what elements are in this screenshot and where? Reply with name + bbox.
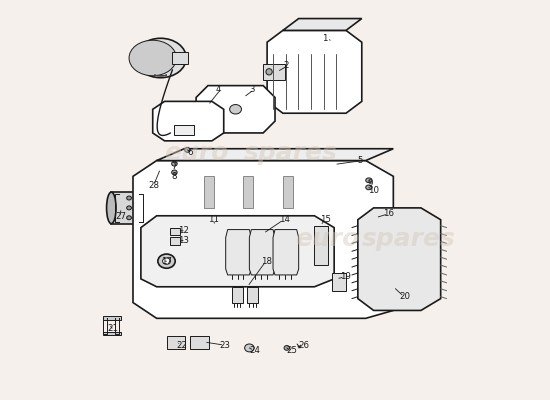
- Ellipse shape: [142, 192, 152, 224]
- Text: 23: 23: [220, 341, 231, 350]
- Text: 17: 17: [161, 257, 172, 266]
- Text: 28: 28: [149, 181, 160, 190]
- Polygon shape: [153, 101, 224, 141]
- Bar: [167, 336, 185, 349]
- Text: 11: 11: [208, 215, 219, 224]
- Ellipse shape: [366, 185, 372, 190]
- Bar: [315, 226, 328, 265]
- Polygon shape: [157, 149, 393, 160]
- Text: 18: 18: [261, 257, 272, 266]
- Text: 16: 16: [383, 209, 394, 218]
- Polygon shape: [226, 230, 251, 275]
- Bar: [174, 125, 194, 135]
- Bar: [147, 202, 154, 214]
- Text: 6: 6: [188, 148, 193, 157]
- Text: spares: spares: [244, 141, 337, 165]
- Polygon shape: [133, 160, 393, 318]
- Bar: [204, 176, 214, 208]
- Text: 8: 8: [172, 172, 177, 181]
- Bar: [248, 287, 258, 302]
- Polygon shape: [273, 230, 299, 275]
- Text: spares: spares: [362, 228, 455, 252]
- Text: 22: 22: [177, 341, 188, 350]
- Text: 9: 9: [368, 179, 373, 188]
- Text: 15: 15: [320, 215, 331, 224]
- Ellipse shape: [126, 206, 131, 210]
- Text: 5: 5: [358, 156, 364, 165]
- Text: 7: 7: [172, 162, 177, 171]
- Text: 27: 27: [116, 212, 127, 222]
- Bar: [170, 228, 180, 235]
- Bar: [283, 176, 293, 208]
- Text: 12: 12: [178, 226, 189, 235]
- Text: 20: 20: [399, 292, 410, 301]
- Ellipse shape: [245, 344, 254, 352]
- Text: 25: 25: [286, 346, 297, 355]
- Polygon shape: [141, 216, 334, 287]
- Text: 26: 26: [298, 341, 309, 350]
- Text: 1: 1: [322, 34, 328, 43]
- Polygon shape: [267, 30, 362, 113]
- Text: 4: 4: [216, 85, 221, 94]
- Ellipse shape: [366, 178, 372, 183]
- Text: 24: 24: [249, 346, 260, 355]
- Ellipse shape: [126, 216, 131, 220]
- Ellipse shape: [230, 104, 241, 114]
- Text: 2: 2: [283, 61, 288, 70]
- Text: 10: 10: [368, 186, 379, 195]
- Bar: [232, 287, 243, 302]
- Text: 19: 19: [340, 272, 351, 282]
- Text: 13: 13: [178, 236, 189, 245]
- Text: 14: 14: [279, 215, 290, 224]
- Bar: [103, 332, 121, 335]
- Ellipse shape: [107, 192, 116, 224]
- Ellipse shape: [126, 196, 131, 200]
- Bar: [103, 316, 121, 320]
- Ellipse shape: [129, 40, 177, 76]
- Ellipse shape: [185, 148, 190, 152]
- Ellipse shape: [172, 170, 177, 175]
- Bar: [173, 52, 188, 64]
- Polygon shape: [111, 192, 147, 224]
- Ellipse shape: [172, 161, 177, 166]
- Bar: [170, 238, 180, 244]
- Bar: [190, 336, 209, 349]
- Polygon shape: [196, 86, 275, 133]
- Text: euro: euro: [295, 228, 359, 252]
- Bar: [332, 273, 346, 291]
- Text: euro: euro: [164, 141, 229, 165]
- Ellipse shape: [163, 258, 170, 264]
- Text: 3: 3: [249, 85, 255, 94]
- Ellipse shape: [266, 69, 272, 75]
- Ellipse shape: [284, 346, 290, 350]
- Polygon shape: [358, 208, 441, 310]
- Text: 21: 21: [107, 324, 118, 333]
- Bar: [244, 176, 254, 208]
- Ellipse shape: [158, 254, 175, 268]
- Polygon shape: [249, 230, 275, 275]
- Ellipse shape: [135, 38, 186, 78]
- Bar: [263, 64, 285, 80]
- Polygon shape: [283, 18, 362, 30]
